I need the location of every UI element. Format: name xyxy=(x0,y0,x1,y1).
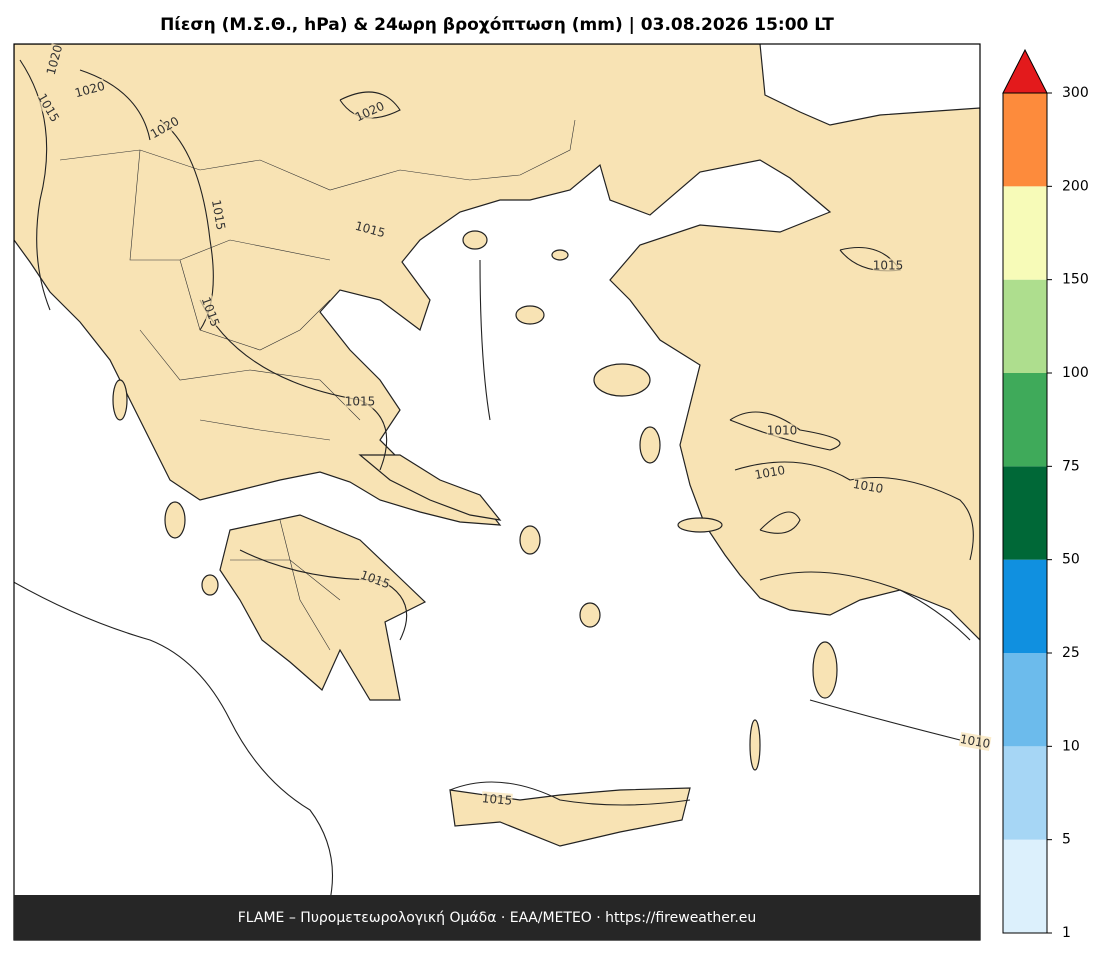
contour-label-bg xyxy=(481,791,513,808)
contour-label-bg xyxy=(958,731,992,752)
limnos xyxy=(515,305,545,325)
footer-band xyxy=(14,895,980,940)
colorbar-tick-label: 10 xyxy=(1062,738,1080,754)
naxos xyxy=(579,602,601,628)
colorbar-tick-label: 200 xyxy=(1062,178,1089,194)
contour-label-bg xyxy=(208,198,229,232)
peloponnese xyxy=(219,514,427,701)
colorbar-bin xyxy=(1003,746,1047,840)
contour-label-bg xyxy=(73,78,107,101)
lesvos xyxy=(593,363,651,397)
colorbar-tick-label: 75 xyxy=(1062,458,1080,474)
kefalonia xyxy=(164,501,186,539)
contour-label-bg xyxy=(148,113,182,142)
contour-label-bg xyxy=(34,91,63,125)
contour-label-bg xyxy=(766,423,798,438)
colorbar-bin xyxy=(1003,839,1047,933)
contour-label-bg xyxy=(872,258,904,273)
contour-label: 1015 xyxy=(481,791,513,808)
colorbar-bin xyxy=(1003,466,1047,560)
title: Πίεση (Μ.Σ.Θ., hPa) & 24ωρη βροχόπτωση (… xyxy=(160,15,834,35)
colorbar-frame xyxy=(1002,92,1048,934)
contour-label: 1015 xyxy=(873,259,904,273)
colorbar-extend xyxy=(1002,48,1048,94)
contour-label: 1015 xyxy=(209,199,228,232)
colorbar-bin xyxy=(1003,559,1047,653)
mainland xyxy=(14,44,980,641)
colorbar-bin xyxy=(1003,279,1047,373)
colorbar-tick-label: 300 xyxy=(1062,85,1089,101)
samos xyxy=(677,517,723,533)
colorbar-bin xyxy=(1003,653,1047,747)
euboea xyxy=(358,454,502,521)
contour-label: 1010 xyxy=(959,732,992,751)
contour-label-bg xyxy=(198,295,223,329)
contour-label-bg xyxy=(358,567,392,592)
thasos xyxy=(462,230,488,250)
andros xyxy=(519,525,541,555)
contour-label: 1015 xyxy=(345,395,376,409)
contour-label: 1010 xyxy=(754,463,787,482)
karpathos xyxy=(749,719,761,771)
rhodes xyxy=(812,641,838,699)
footer: FLAME – Πυρομετεωρολογική Ομάδα · ΕΑΑ/ME… xyxy=(238,910,757,926)
corfu xyxy=(112,379,128,421)
colorbar-tick-label: 100 xyxy=(1062,365,1089,381)
colorbar-bin xyxy=(1003,373,1047,467)
contour-label: 1010 xyxy=(767,424,798,438)
borders xyxy=(59,119,576,651)
colorbar-tick-label: 50 xyxy=(1062,552,1080,568)
contour-label-bg xyxy=(352,98,387,125)
contour-label-bg xyxy=(344,394,376,409)
colorbar-bin xyxy=(1003,186,1047,280)
zakynthos xyxy=(201,574,219,596)
contour-label-bg xyxy=(851,476,885,497)
contour-label: 1010 xyxy=(852,477,885,496)
colorbar-tick-label: 1 xyxy=(1062,925,1071,941)
samothraki xyxy=(551,249,569,261)
contour-label-bg xyxy=(753,462,787,483)
contour-label-bg xyxy=(43,43,66,77)
chios xyxy=(639,426,661,464)
colorbar: 1 5 10 25 50 75 100 150 200 300 xyxy=(1002,48,1089,941)
colorbar-tick-label: 5 xyxy=(1062,832,1071,848)
contour-label-bg xyxy=(353,218,387,241)
colorbar-tick-label: 25 xyxy=(1062,645,1080,661)
colorbar-tick-label: 150 xyxy=(1062,272,1089,288)
colorbar-bin xyxy=(1003,93,1047,187)
